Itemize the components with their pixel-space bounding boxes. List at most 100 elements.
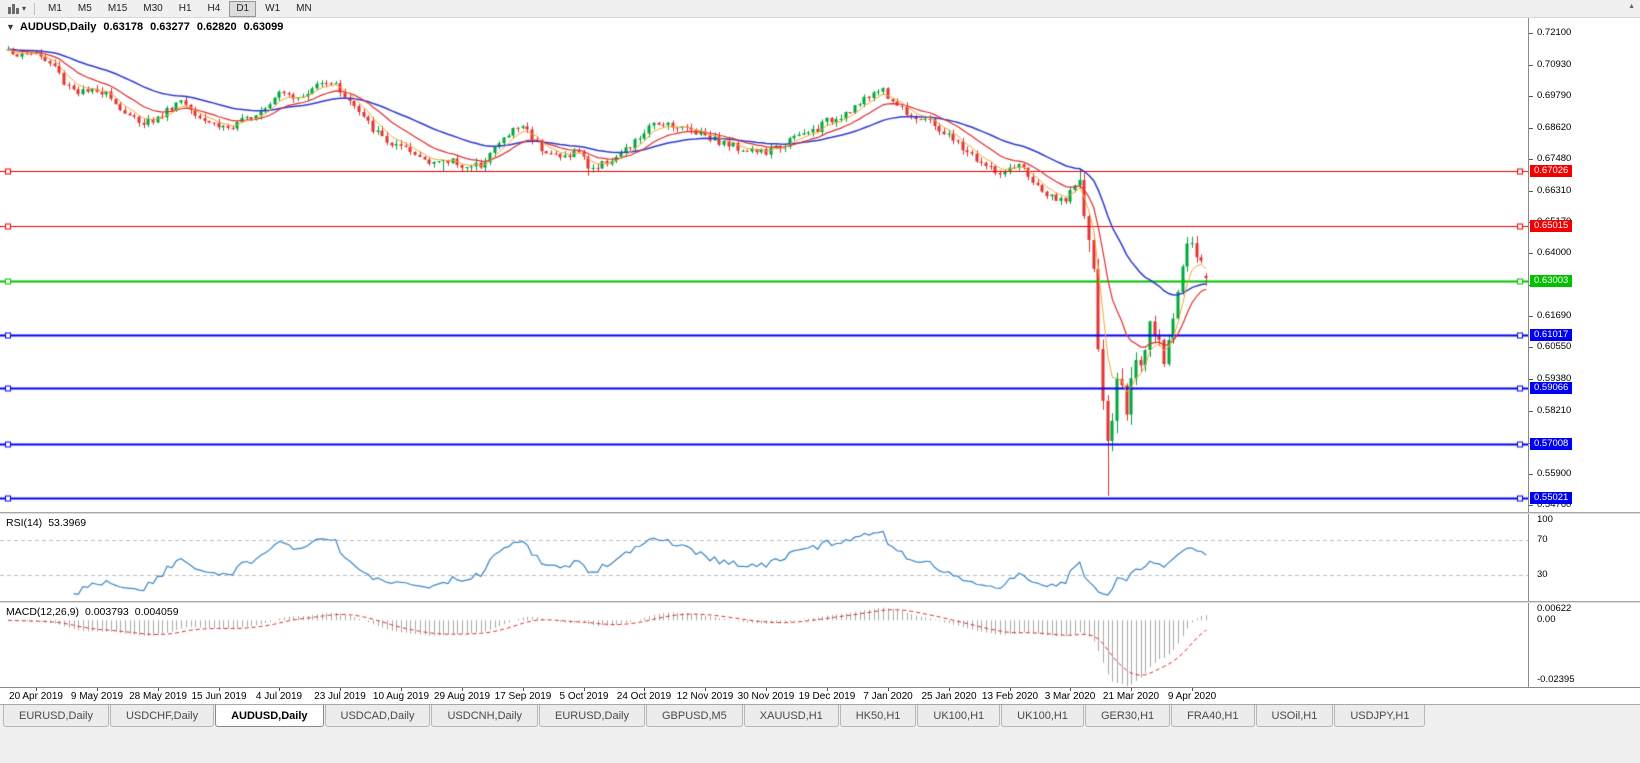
price-scale-tick [1529, 316, 1533, 317]
price-tick-label: 0.59380 [1537, 373, 1572, 384]
date-axis-tick [1070, 688, 1071, 691]
price-scale-tick [1529, 379, 1533, 380]
date-axis-label: 28 May 2019 [129, 691, 187, 702]
level-price-label: 0.57008 [1530, 438, 1573, 450]
price-tick-label: 0.68620 [1537, 122, 1572, 133]
rsi-pane: 100 70 30 RSI(14) 53.3969 [0, 514, 1640, 601]
chart-tab-ger30-h1[interactable]: GER30,H1 [1084, 705, 1171, 727]
timeframe-button-m5[interactable]: M5 [77, 2, 92, 14]
macd-name: MACD(12,26,9) [6, 606, 79, 618]
rsi-tick-label: 70 [1537, 534, 1548, 545]
ohlc-low: 0.62820 [196, 21, 237, 33]
date-axis-tick [949, 688, 950, 691]
rsi-name: RSI(14) [6, 517, 43, 529]
date-axis-tick [279, 688, 280, 691]
chart-tab-audusd-daily[interactable]: AUDUSD,Daily [215, 705, 324, 727]
chart-tab-uk100-h1[interactable]: UK100,H1 [1001, 705, 1084, 727]
date-axis-label: 24 Oct 2019 [616, 691, 672, 702]
pane-separator[interactable] [0, 601, 1640, 603]
rsi-canvas[interactable] [0, 514, 1528, 601]
timeframe-button-m30[interactable]: M30 [143, 2, 163, 14]
level-price-label: 0.67026 [1530, 165, 1573, 177]
top-toolbar: ▾ M1 M5 M15 M30 H1 H4 D1 W1 MN ▲ [0, 0, 1640, 18]
pane-separator[interactable] [0, 512, 1640, 514]
date-axis-tick [644, 688, 645, 691]
chart-tab-fra40-h1[interactable]: FRA40,H1 [1171, 705, 1255, 727]
ohlc-close: 0.63099 [243, 21, 284, 33]
date-axis[interactable]: 20 Apr 2019 9 May 2019 28 May 2019 15 Jun 2… [0, 687, 1640, 704]
rsi-scale[interactable]: 100 70 30 [1528, 514, 1640, 601]
chart-symbol-label: AUDUSD,Daily [19, 21, 97, 33]
price-scale-tick [1529, 347, 1533, 348]
chart-menu-icon[interactable]: ▾ [4, 3, 29, 15]
rsi-label: RSI(14) 53.3969 [6, 517, 86, 529]
price-scale-tick [1529, 65, 1533, 66]
timeframe-button-mn[interactable]: MN [296, 2, 312, 14]
macd-signal-value: 0.004059 [134, 606, 179, 618]
chart-tab-usdcnh-daily[interactable]: USDCNH,Daily [431, 705, 539, 727]
chart-tab-eurusd-daily[interactable]: EURUSD,Daily [3, 705, 109, 727]
chart-tab-eurusd-daily[interactable]: EURUSD,Daily [539, 705, 645, 727]
date-axis-label: 19 Dec 2019 [798, 691, 856, 702]
date-axis-tick [97, 688, 98, 691]
chart-tab-usdcad-daily[interactable]: USDCAD,Daily [324, 705, 431, 727]
level-price-label: 0.59066 [1530, 382, 1573, 394]
price-scale-tick [1529, 253, 1533, 254]
price-chart-canvas[interactable] [0, 18, 1528, 512]
date-axis-tick [705, 688, 706, 691]
date-axis-label: 3 Mar 2020 [1044, 691, 1096, 702]
chart-tab-usdjpy-h1[interactable]: USDJPY,H1 [1334, 705, 1426, 727]
candlestick-chart-icon [8, 3, 19, 14]
chart-tab-usdchf-daily[interactable]: USDCHF,Daily [109, 705, 215, 727]
one-click-trading-icon[interactable]: ▼ [6, 22, 15, 32]
chart-tab-uk100-h1[interactable]: UK100,H1 [917, 705, 1001, 727]
price-tick-label: 0.70930 [1537, 59, 1572, 70]
chart-tab-usoil-h1[interactable]: USOil,H1 [1255, 705, 1334, 727]
date-axis-tick [827, 688, 828, 691]
date-axis-tick [36, 688, 37, 691]
level-price-label: 0.61017 [1530, 329, 1573, 341]
toolbar-separator [34, 2, 36, 15]
date-axis-tick [584, 688, 585, 691]
timeframe-button-h1[interactable]: H1 [178, 2, 192, 14]
chart-tab-gbpusd-m5[interactable]: GBPUSD,M5 [646, 705, 743, 727]
chart-tab-hk50-h1[interactable]: HK50,H1 [839, 705, 917, 727]
timeframe-toolbar: M1 M5 M15 M30 H1 H4 D1 W1 MN [40, 0, 320, 17]
price-tick-label: 0.54760 [1537, 499, 1572, 510]
timeframe-button-m15[interactable]: M15 [107, 2, 128, 14]
date-axis-tick [401, 688, 402, 691]
scroll-up-icon[interactable]: ▲ [1628, 3, 1635, 10]
price-scale-tick [1529, 96, 1533, 97]
date-axis-label: 10 Aug 2019 [372, 691, 430, 702]
date-axis-label: 30 Nov 2019 [737, 691, 795, 702]
price-scale-tick [1529, 159, 1533, 160]
price-tick-label: 0.58210 [1537, 405, 1572, 416]
price-tick-label: 0.72100 [1537, 27, 1572, 38]
macd-tick-label: 0.00 [1537, 614, 1556, 625]
timeframe-button-d1[interactable]: D1 [229, 0, 257, 17]
macd-canvas[interactable] [0, 603, 1528, 687]
date-axis-label: 23 Jul 2019 [314, 691, 366, 702]
timeframe-button-w1[interactable]: W1 [265, 2, 281, 14]
macd-scale[interactable]: 0.00622 0.00 -0.02395 [1528, 603, 1640, 687]
date-axis-label: 29 Aug 2019 [433, 691, 491, 702]
date-axis-label: 4 Jul 2019 [255, 691, 303, 702]
macd-tick-label: 0.00622 [1537, 603, 1572, 614]
timeframe-button-m1[interactable]: M1 [48, 2, 62, 14]
date-axis-label: 20 Apr 2019 [9, 691, 63, 702]
timeframe-button-h4[interactable]: H4 [207, 2, 221, 14]
macd-label: MACD(12,26,9) 0.003793 0.004059 [6, 606, 179, 618]
price-tick-label: 0.69790 [1537, 90, 1572, 101]
price-tick-label: 0.55900 [1537, 468, 1572, 479]
price-tick-label: 0.60550 [1537, 341, 1572, 352]
level-price-label: 0.65015 [1530, 220, 1573, 232]
macd-tick-label: -0.02395 [1537, 674, 1575, 685]
date-axis-label: 21 Mar 2020 [1102, 691, 1160, 702]
date-axis-tick [1192, 688, 1193, 691]
date-axis-tick [1131, 688, 1132, 691]
chart-tab-xauusd-h1[interactable]: XAUUSD,H1 [743, 705, 839, 727]
chart-window: 0.72100 0.70930 0.69790 0.68620 0.67480 0.663… [0, 18, 1640, 704]
price-scale-tick [1529, 33, 1533, 34]
price-scale[interactable]: 0.72100 0.70930 0.69790 0.68620 0.67480 0.663… [1528, 18, 1640, 512]
date-axis-label: 13 Feb 2020 [981, 691, 1039, 702]
